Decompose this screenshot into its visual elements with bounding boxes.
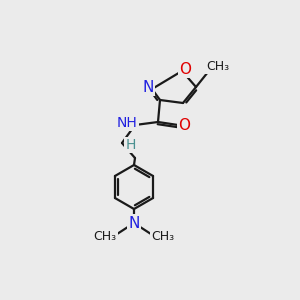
Text: N: N — [128, 215, 140, 230]
Text: NH: NH — [118, 115, 138, 129]
Text: NH: NH — [117, 116, 137, 130]
Text: O: O — [179, 61, 191, 76]
Text: O: O — [178, 118, 190, 133]
Text: CH₃: CH₃ — [152, 230, 175, 244]
Text: CH₃: CH₃ — [93, 230, 117, 244]
Text: CH₃: CH₃ — [206, 59, 230, 73]
Text: N: N — [142, 80, 154, 94]
Text: H: H — [126, 138, 136, 152]
Text: H: H — [125, 138, 135, 152]
